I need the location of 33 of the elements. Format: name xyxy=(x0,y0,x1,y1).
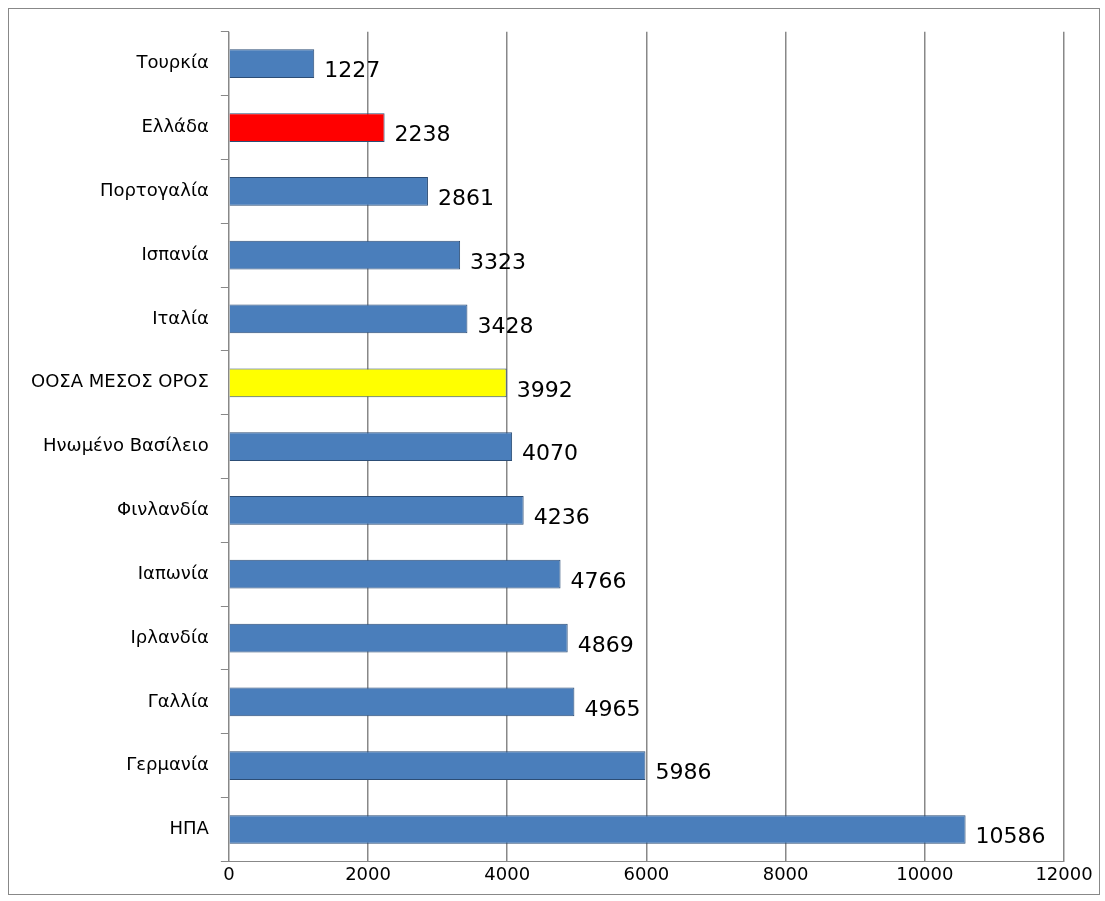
data-label: 4236 xyxy=(533,504,590,530)
y-tick-label: Ισπανία xyxy=(141,242,209,264)
x-tick-label: 8000 xyxy=(762,862,809,884)
x-tick-label: 2000 xyxy=(345,862,391,884)
x-tick-label: 12000 xyxy=(1035,862,1093,884)
y-tick-label: Ελλάδα xyxy=(141,115,209,137)
y-tick-label: Φινλανδία xyxy=(116,498,209,520)
x-tick-label: 0 xyxy=(223,862,235,884)
x-tick-label: 6000 xyxy=(623,862,670,884)
data-label: 5986 xyxy=(655,759,712,785)
y-tick-label: Γερμανία xyxy=(126,753,209,775)
data-label: 3992 xyxy=(516,376,573,402)
y-tick-label: Ιταλία xyxy=(152,306,209,328)
data-label: 3428 xyxy=(477,312,534,338)
y-tick-label: Τουρκία xyxy=(135,51,209,73)
y-tick-label: Πορτογαλία xyxy=(99,179,209,201)
y-tick-label: Γαλλία xyxy=(147,689,209,711)
data-label: 2861 xyxy=(437,185,494,211)
data-label: 4070 xyxy=(522,440,579,466)
data-label: 1227 xyxy=(324,57,381,83)
y-tick-label: Ιαπωνία xyxy=(137,561,209,583)
data-label: 4869 xyxy=(577,631,634,657)
data-label: 10586 xyxy=(975,823,1046,849)
y-tick-label: ΟΟΣΑ ΜΕΣΟΣ ΟΡΟΣ xyxy=(30,370,209,392)
x-tick-label: 10000 xyxy=(896,862,954,884)
data-label: 4965 xyxy=(584,695,641,721)
y-tick-label: Ιρλανδία xyxy=(130,625,209,647)
y-tick-label: Ηνωμένο Βασίλειο xyxy=(43,434,209,456)
x-tick-label: 4000 xyxy=(484,862,531,884)
data-label: 4766 xyxy=(570,567,627,593)
data-label: 3323 xyxy=(470,248,527,274)
y-tick-label: ΗΠΑ xyxy=(169,817,210,839)
data-label: 2238 xyxy=(394,121,451,147)
